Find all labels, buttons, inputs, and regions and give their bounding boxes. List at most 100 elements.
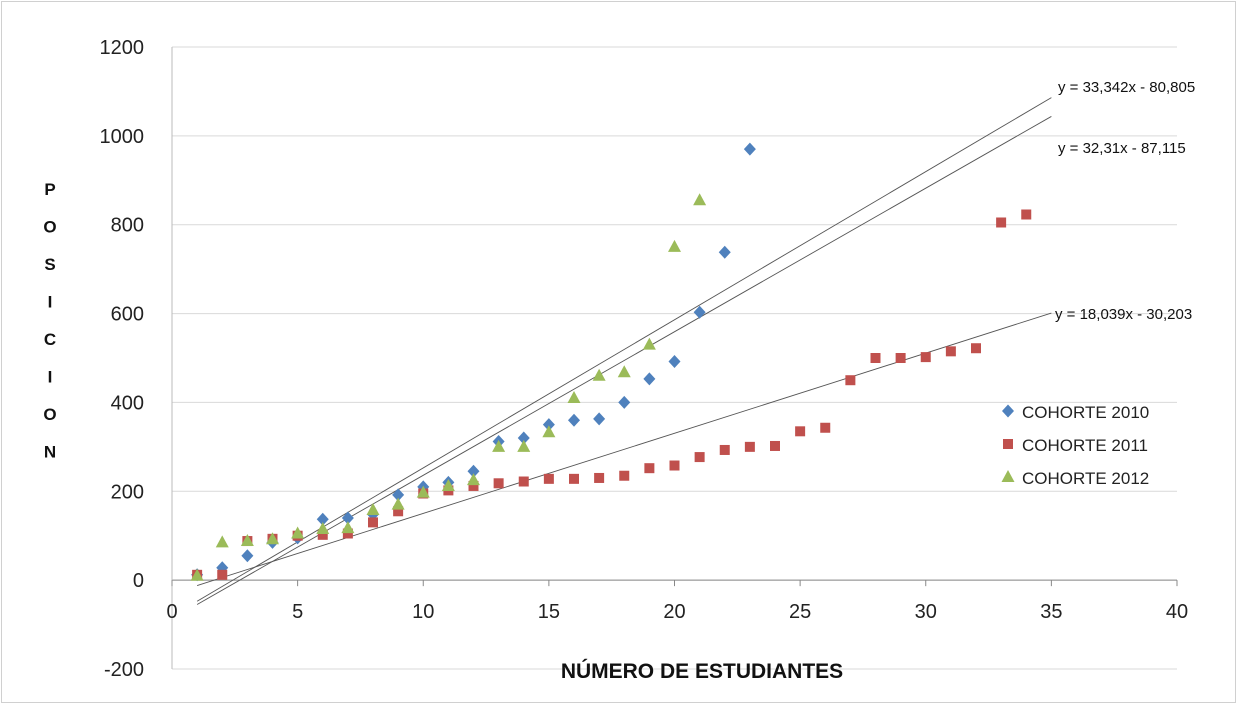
data-point <box>693 305 706 319</box>
legend: COHORTE 2010 COHORTE 2011 COHORTE 2012 <box>1001 403 1149 488</box>
data-point <box>517 439 531 452</box>
data-point <box>770 440 780 451</box>
data-point <box>567 390 581 403</box>
data-point <box>592 368 606 381</box>
x-tick-label: 30 <box>915 601 937 623</box>
data-point <box>1021 209 1032 220</box>
trendline-2 <box>196 116 1052 605</box>
data-point <box>643 372 656 386</box>
data-point <box>718 245 731 259</box>
series-cohorte-2011 <box>192 209 1032 580</box>
data-point <box>568 413 580 427</box>
y-tick-label: -200 <box>104 659 144 681</box>
data-point <box>317 529 328 540</box>
trendline-3 <box>196 312 1052 586</box>
trendlines <box>196 97 1052 605</box>
y-tick-label: 1000 <box>100 126 145 148</box>
data-point <box>920 352 931 363</box>
data-point <box>895 353 906 363</box>
legend-label: COHORTE 2012 <box>1022 469 1149 488</box>
data-point <box>642 337 656 350</box>
y-tick-label: 800 <box>111 215 144 237</box>
x-axis-label: NÚMERO DE ESTUDIANTES <box>561 659 843 683</box>
data-point <box>845 375 856 386</box>
legend-marker <box>1002 404 1014 418</box>
data-point <box>971 343 981 354</box>
data-point <box>996 217 1007 228</box>
y-tick-label: 0 <box>133 570 144 592</box>
y-axis-label-letter: I <box>48 368 53 387</box>
data-point <box>217 569 228 580</box>
data-point <box>341 511 354 525</box>
data-point <box>743 142 756 156</box>
data-point <box>617 365 631 378</box>
y-axis-label-letter: P <box>44 180 55 199</box>
legend-marker <box>1003 439 1013 449</box>
data-point <box>693 193 707 206</box>
y-axis-label-letter: O <box>43 405 56 424</box>
legend-label: COHORTE 2010 <box>1022 403 1149 422</box>
axes <box>171 47 1178 669</box>
data-point <box>392 488 405 502</box>
y-axis-label-letter: S <box>44 255 55 274</box>
x-tick-label: 15 <box>538 601 560 623</box>
data-point <box>492 439 506 452</box>
x-tick-label: 5 <box>292 601 303 623</box>
trendline-1 <box>196 97 1052 602</box>
series-cohorte-2010 <box>191 142 756 582</box>
data-point <box>870 353 881 363</box>
data-point <box>619 470 630 481</box>
data-point <box>441 478 455 491</box>
data-point <box>190 568 204 581</box>
data-point <box>241 549 254 563</box>
data-point <box>368 517 378 528</box>
data-point <box>644 463 655 474</box>
y-tick-label: 400 <box>111 392 144 414</box>
data-points <box>190 142 1032 582</box>
trendline-equations: y = 33,342x - 80,805 y = 32,31x - 87,115 y… <box>1055 79 1195 323</box>
data-point <box>542 418 555 432</box>
y-axis-label-letter: N <box>44 443 56 462</box>
data-point <box>342 528 353 539</box>
data-point <box>266 532 279 545</box>
y-axis-label-letter: O <box>43 218 56 237</box>
data-point <box>694 452 705 463</box>
data-point <box>795 426 806 437</box>
data-point <box>669 460 680 471</box>
data-point <box>719 444 730 455</box>
y-tick-label: 600 <box>111 304 144 326</box>
data-point <box>493 478 504 489</box>
trendline-equation-2: y = 32,31x - 87,115 <box>1058 140 1186 157</box>
data-point <box>517 431 530 445</box>
data-point <box>316 522 330 535</box>
data-point <box>240 534 254 547</box>
trendline-equation-1: y = 33,342x - 80,805 <box>1058 79 1195 96</box>
data-point <box>467 473 480 486</box>
data-point <box>366 502 380 515</box>
legend-label: COHORTE 2011 <box>1022 436 1148 455</box>
data-point <box>594 472 605 483</box>
y-axis-label-letter: C <box>44 330 56 349</box>
x-tick-label: 0 <box>166 601 177 623</box>
data-point <box>468 480 479 491</box>
data-point <box>291 526 305 539</box>
data-point <box>316 512 329 526</box>
data-point <box>542 425 556 438</box>
data-point <box>467 464 480 478</box>
data-point <box>820 422 831 433</box>
y-tick-label: 200 <box>111 481 144 503</box>
x-tick-label: 40 <box>1166 601 1188 623</box>
y-tick-label: 1200 <box>100 37 145 59</box>
y-axis-label-letter: I <box>48 293 53 312</box>
data-point <box>393 506 404 517</box>
data-point <box>341 521 355 534</box>
x-tick-label: 10 <box>412 601 434 623</box>
series-cohorte-2012 <box>190 193 707 581</box>
data-point <box>543 473 554 484</box>
x-tick-label: 35 <box>1040 601 1062 623</box>
data-point <box>569 473 579 484</box>
data-point <box>215 535 229 548</box>
